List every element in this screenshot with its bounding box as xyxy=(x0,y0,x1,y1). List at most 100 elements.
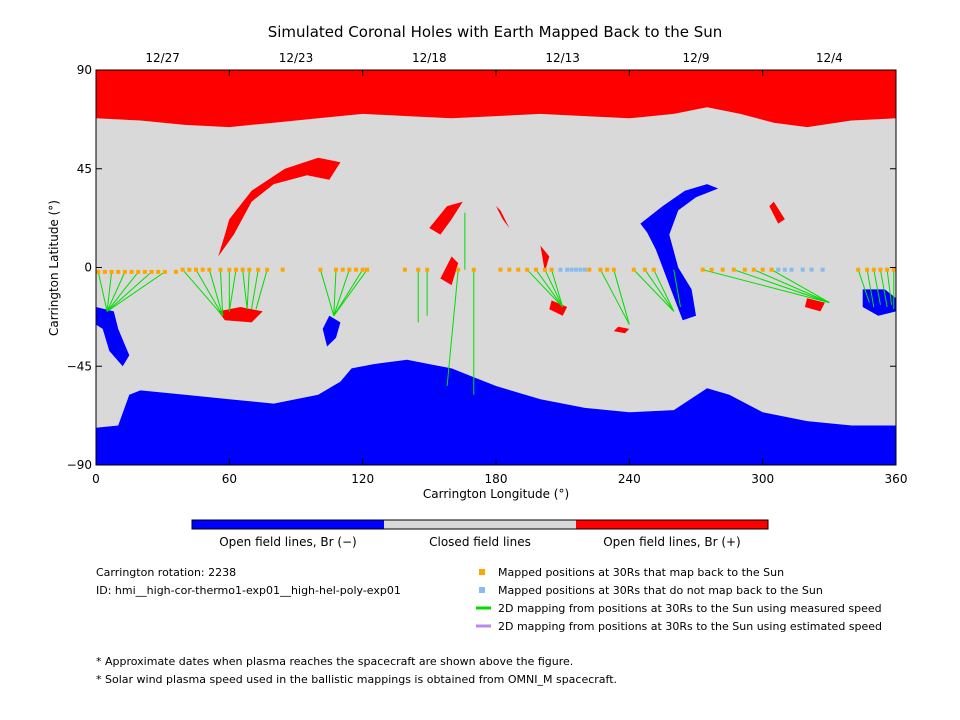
x-tick-label: 120 xyxy=(351,472,374,486)
note-speed: * Solar wind plasma speed used in the ba… xyxy=(96,673,617,686)
unmapped-point xyxy=(789,267,794,272)
mapping-line-measured xyxy=(106,271,152,312)
mapped-point xyxy=(709,267,714,272)
note-dates: * Approximate dates when plasma reaches … xyxy=(96,655,573,668)
mapping-line-measured xyxy=(873,269,881,305)
mapped-point xyxy=(122,269,127,274)
mapped-point xyxy=(194,267,198,272)
mapping-line-measured xyxy=(242,269,248,310)
south-polar-coronal-hole xyxy=(96,359,896,465)
mapped-point xyxy=(769,267,774,272)
mapping-line-measured xyxy=(857,269,870,303)
mapped-point xyxy=(402,267,407,272)
mapping-line-measured xyxy=(333,269,364,317)
positive-coronal-hole xyxy=(540,245,550,272)
mapped-point xyxy=(256,267,261,272)
mapped-point xyxy=(116,269,121,274)
mapped-point xyxy=(240,267,245,272)
mapping-line-measured xyxy=(879,269,888,308)
top-date-label: 12/4 xyxy=(816,51,843,65)
mapped-point xyxy=(149,269,154,274)
mapped-point xyxy=(525,267,530,272)
chart-title: Simulated Coronal Holes with Earth Mappe… xyxy=(268,23,723,41)
mapped-point xyxy=(218,267,223,272)
axes-layer: 0 60 120 180 240 300 360 90 45 0 −45 −90 12/27 12/23 1… xyxy=(67,51,908,486)
mapped-point xyxy=(507,267,512,272)
positive-coronal-hole xyxy=(804,298,825,312)
mapped-point xyxy=(207,267,212,272)
colorbar-label-negative: Open field lines, Br (−) xyxy=(219,535,357,549)
y-tick-label: 90 xyxy=(77,63,92,77)
mapped-point xyxy=(742,267,747,272)
mapped-point xyxy=(856,267,861,272)
mapping-line-measured xyxy=(106,271,113,312)
colorbar-positive xyxy=(576,520,768,529)
mapping-line-measured xyxy=(644,269,675,312)
mapped-point xyxy=(651,267,656,272)
regions-layer xyxy=(96,70,896,465)
mapped-point xyxy=(174,269,178,274)
mapped-point xyxy=(109,269,114,274)
mapped-point xyxy=(96,269,101,274)
mapped-point xyxy=(549,267,554,272)
mapped-point xyxy=(631,267,636,272)
colorbar-frame xyxy=(191,519,769,530)
unmapped-point xyxy=(578,267,583,272)
mapped-point xyxy=(891,267,896,272)
mapped-point xyxy=(187,267,192,272)
mapping-line-measured xyxy=(535,269,564,308)
mapped-point xyxy=(605,267,610,272)
negative-coronal-hole xyxy=(640,184,719,321)
top-date-label: 12/23 xyxy=(279,51,314,65)
mapped-point xyxy=(611,267,616,272)
mapping-line-measured xyxy=(866,269,875,308)
mapped-point xyxy=(878,267,883,272)
mapped-point xyxy=(587,267,592,272)
mapped-point xyxy=(142,269,147,274)
mapped-point xyxy=(129,269,134,274)
mapped-point xyxy=(360,267,365,272)
mapped-point xyxy=(347,267,352,272)
mapping-line-measured xyxy=(106,271,166,312)
negative-coronal-hole xyxy=(322,315,341,347)
mapping-line-measured xyxy=(97,271,108,312)
mapping-line-measured xyxy=(526,269,564,308)
mapped-point xyxy=(700,267,705,272)
mapped-point xyxy=(598,267,603,272)
mapping-line-measured xyxy=(333,269,368,317)
mapped-point xyxy=(751,267,756,272)
mapping-line-measured xyxy=(653,269,675,312)
legend-mapped-label: Mapped positions at 30Rs that map back t… xyxy=(498,566,784,579)
mapping-lines-layer xyxy=(97,212,895,395)
mapping-line-measured xyxy=(333,269,350,316)
mapped-point xyxy=(334,267,338,272)
legend-mapped-marker xyxy=(479,569,485,575)
mapped-point xyxy=(871,267,876,272)
positive-coronal-hole xyxy=(613,326,630,334)
mapping-line-measured xyxy=(753,269,830,304)
mapping-line-measured xyxy=(255,269,268,310)
legend: Carrington rotation: 2238 ID: hmi__high-… xyxy=(96,566,882,633)
mapping-line-measured xyxy=(246,269,250,310)
top-date-label: 12/13 xyxy=(545,51,580,65)
mapped-point xyxy=(471,267,476,272)
north-polar-coronal-hole xyxy=(96,70,896,128)
mapped-point xyxy=(498,267,503,272)
x-axis-label: Carrington Longitude (°) xyxy=(423,487,569,501)
mapped-point xyxy=(162,269,167,274)
positive-coronal-hole xyxy=(549,300,568,316)
mapping-line-measured xyxy=(633,269,675,312)
unmapped-point xyxy=(558,267,563,272)
mapping-line-measured xyxy=(886,269,893,305)
legend-estimated-label: 2D mapping from positions at 30Rs to the… xyxy=(498,620,882,633)
mapping-line-measured xyxy=(182,269,224,317)
mapping-line-measured xyxy=(106,271,126,312)
positive-coronal-hole xyxy=(429,201,463,235)
mapping-line-measured xyxy=(771,269,830,304)
colorbar-negative xyxy=(192,520,384,529)
colorbar-label-closed: Closed field lines xyxy=(429,535,531,549)
mapping-line-measured xyxy=(733,269,830,304)
unmapped-point xyxy=(820,267,825,272)
legend-measured-label: 2D mapping from positions at 30Rs to the… xyxy=(498,602,882,615)
colorbar-closed xyxy=(384,520,576,529)
